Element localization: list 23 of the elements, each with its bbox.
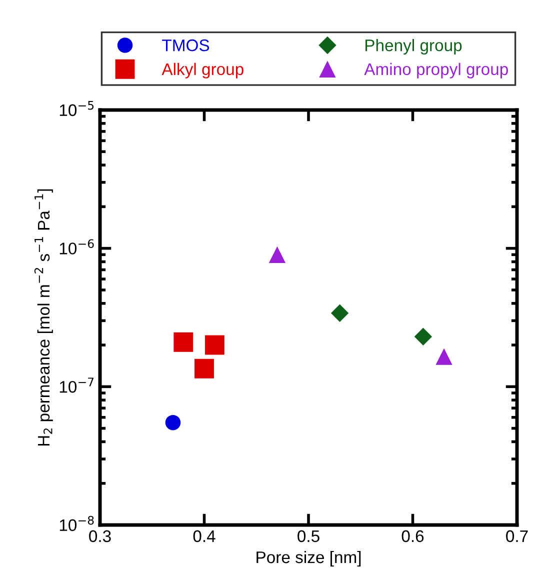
point [204,335,224,355]
y-tick-label: 10$^{−6}$ [60,239,94,254]
point [194,358,214,378]
legend-label: TMOS [162,39,210,52]
point [165,414,181,430]
x-tick-label: 0.7 [506,530,528,542]
x-tick-label: 0.4 [193,530,216,542]
x-tick-label: 0.3 [89,530,111,542]
y-tick-label: 10$^{−5}$ [60,101,94,116]
y-tick-label: 10$^{−7}$ [60,378,94,393]
x-tick-label: 0.6 [402,530,424,542]
point [436,348,452,365]
point [414,328,432,346]
point [330,304,349,322]
legend-label: Phenyl group [366,38,462,55]
legend-label: Alkyl group [162,62,244,78]
legend-label: Amino propyl group [364,62,508,78]
y-tick-label: 10$^{−8}$ [60,516,94,532]
point [174,332,194,352]
x-tick-label: 0.5 [298,530,320,542]
point [268,246,286,263]
x-axis-title: Pore size [nm] [256,550,361,566]
text: H$_{2}$ permeance [mol m$^{−2}$ s$^{−1}$ Pa$^{−1}$] [34,189,53,446]
